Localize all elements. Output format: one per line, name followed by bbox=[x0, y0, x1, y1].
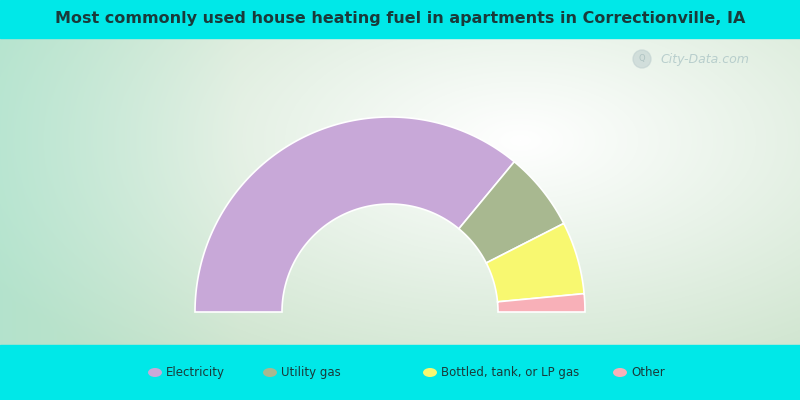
Ellipse shape bbox=[263, 368, 277, 377]
Text: Utility gas: Utility gas bbox=[281, 366, 341, 379]
Ellipse shape bbox=[148, 368, 162, 377]
Polygon shape bbox=[486, 224, 584, 302]
Ellipse shape bbox=[423, 368, 437, 377]
Bar bbox=[0, 0, 800, 38]
Circle shape bbox=[633, 50, 651, 68]
Polygon shape bbox=[498, 294, 585, 312]
Polygon shape bbox=[459, 162, 564, 263]
Text: Electricity: Electricity bbox=[166, 366, 225, 379]
Text: Bottled, tank, or LP gas: Bottled, tank, or LP gas bbox=[441, 366, 579, 379]
Ellipse shape bbox=[613, 368, 627, 377]
Text: Q: Q bbox=[638, 54, 646, 64]
Text: Most commonly used house heating fuel in apartments in Correctionville, IA: Most commonly used house heating fuel in… bbox=[55, 12, 745, 26]
Bar bbox=[0, 345, 800, 400]
Text: Other: Other bbox=[631, 366, 665, 379]
Polygon shape bbox=[195, 117, 514, 312]
Text: City-Data.com: City-Data.com bbox=[660, 54, 749, 66]
